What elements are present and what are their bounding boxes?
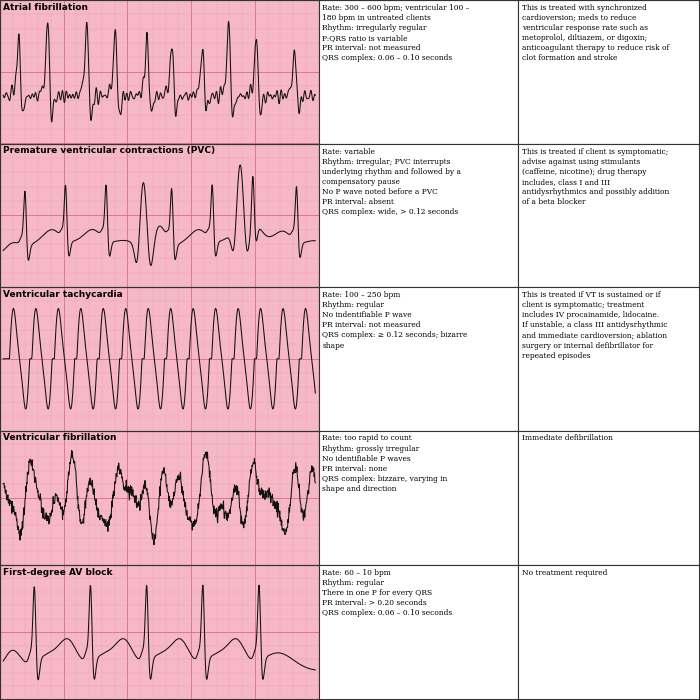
Bar xyxy=(518,0,700,144)
Text: This is treated with synchronized
cardioversion; meds to reduce
ventricular resp: This is treated with synchronized cardio… xyxy=(522,4,669,62)
Bar xyxy=(518,430,700,565)
Text: Ventricular fibrillation: Ventricular fibrillation xyxy=(3,433,116,442)
Text: Rate: 60 – 10 bpm
Rhythm: regular
There in one P for every QRS
PR interval: > 0.: Rate: 60 – 10 bpm Rhythm: regular There … xyxy=(323,569,453,617)
Text: Atrial fibrillation: Atrial fibrillation xyxy=(3,3,88,12)
Bar xyxy=(0,144,318,287)
Bar xyxy=(318,287,518,430)
Bar xyxy=(518,144,700,287)
Bar xyxy=(0,565,318,700)
Text: No treatment required: No treatment required xyxy=(522,569,608,577)
Bar xyxy=(0,430,318,565)
Bar xyxy=(518,565,700,700)
Bar xyxy=(318,430,518,565)
Bar xyxy=(0,287,318,430)
Bar xyxy=(318,0,518,144)
Bar xyxy=(0,0,318,144)
Text: Rate: too rapid to count
Rhythm: grossly irregular
No identifiable P waves
PR in: Rate: too rapid to count Rhythm: grossly… xyxy=(323,435,448,493)
Bar xyxy=(0,287,318,430)
Text: Immediate defibrillation: Immediate defibrillation xyxy=(522,435,613,442)
Bar xyxy=(318,144,518,287)
Text: Ventricular tachycardia: Ventricular tachycardia xyxy=(3,290,122,299)
Text: This is treated if client is symptomatic;
advise against using stimulants
(caffe: This is treated if client is symptomatic… xyxy=(522,148,669,206)
Text: Premature ventricular contractions (PVC): Premature ventricular contractions (PVC) xyxy=(3,146,215,155)
Text: This is treated if VT is sustained or if
client is symptomatic; treatment
includ: This is treated if VT is sustained or if… xyxy=(522,291,668,360)
Text: First-degree AV block: First-degree AV block xyxy=(3,568,113,577)
Text: Rate: 300 – 600 bpm; ventricular 100 –
180 bpm in untreated clients
Rhythm: irre: Rate: 300 – 600 bpm; ventricular 100 – 1… xyxy=(323,4,470,62)
Bar xyxy=(0,565,318,700)
Bar xyxy=(318,565,518,700)
Bar xyxy=(0,144,318,287)
Text: Rate: 100 – 250 bpm
Rhythm: regular
No indentifiable P wave
PR interval: not mea: Rate: 100 – 250 bpm Rhythm: regular No i… xyxy=(323,291,468,349)
Bar xyxy=(0,430,318,565)
Bar xyxy=(518,287,700,430)
Text: Rate: variable
Rhythm: irregular; PVC interrupts
underlying rhythm and followed : Rate: variable Rhythm: irregular; PVC in… xyxy=(323,148,461,216)
Bar xyxy=(0,0,318,144)
